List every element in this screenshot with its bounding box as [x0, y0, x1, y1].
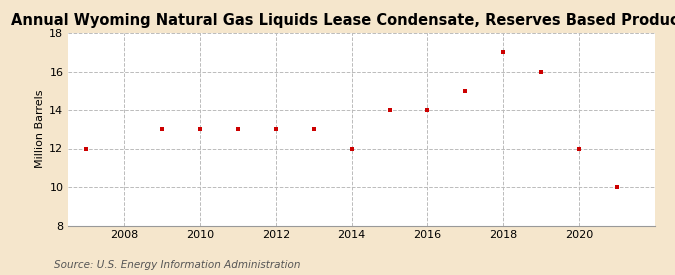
Point — [497, 50, 508, 54]
Point — [574, 146, 585, 151]
Point — [612, 185, 622, 189]
Title: Annual Wyoming Natural Gas Liquids Lease Condensate, Reserves Based Production: Annual Wyoming Natural Gas Liquids Lease… — [11, 13, 675, 28]
Y-axis label: Million Barrels: Million Barrels — [35, 90, 45, 169]
Point — [233, 127, 244, 131]
Text: Source: U.S. Energy Information Administration: Source: U.S. Energy Information Administ… — [54, 260, 300, 270]
Point — [460, 89, 470, 93]
Point — [81, 146, 92, 151]
Point — [536, 69, 547, 74]
Point — [194, 127, 205, 131]
Point — [157, 127, 167, 131]
Point — [346, 146, 357, 151]
Point — [271, 127, 281, 131]
Point — [308, 127, 319, 131]
Point — [384, 108, 395, 112]
Point — [422, 108, 433, 112]
